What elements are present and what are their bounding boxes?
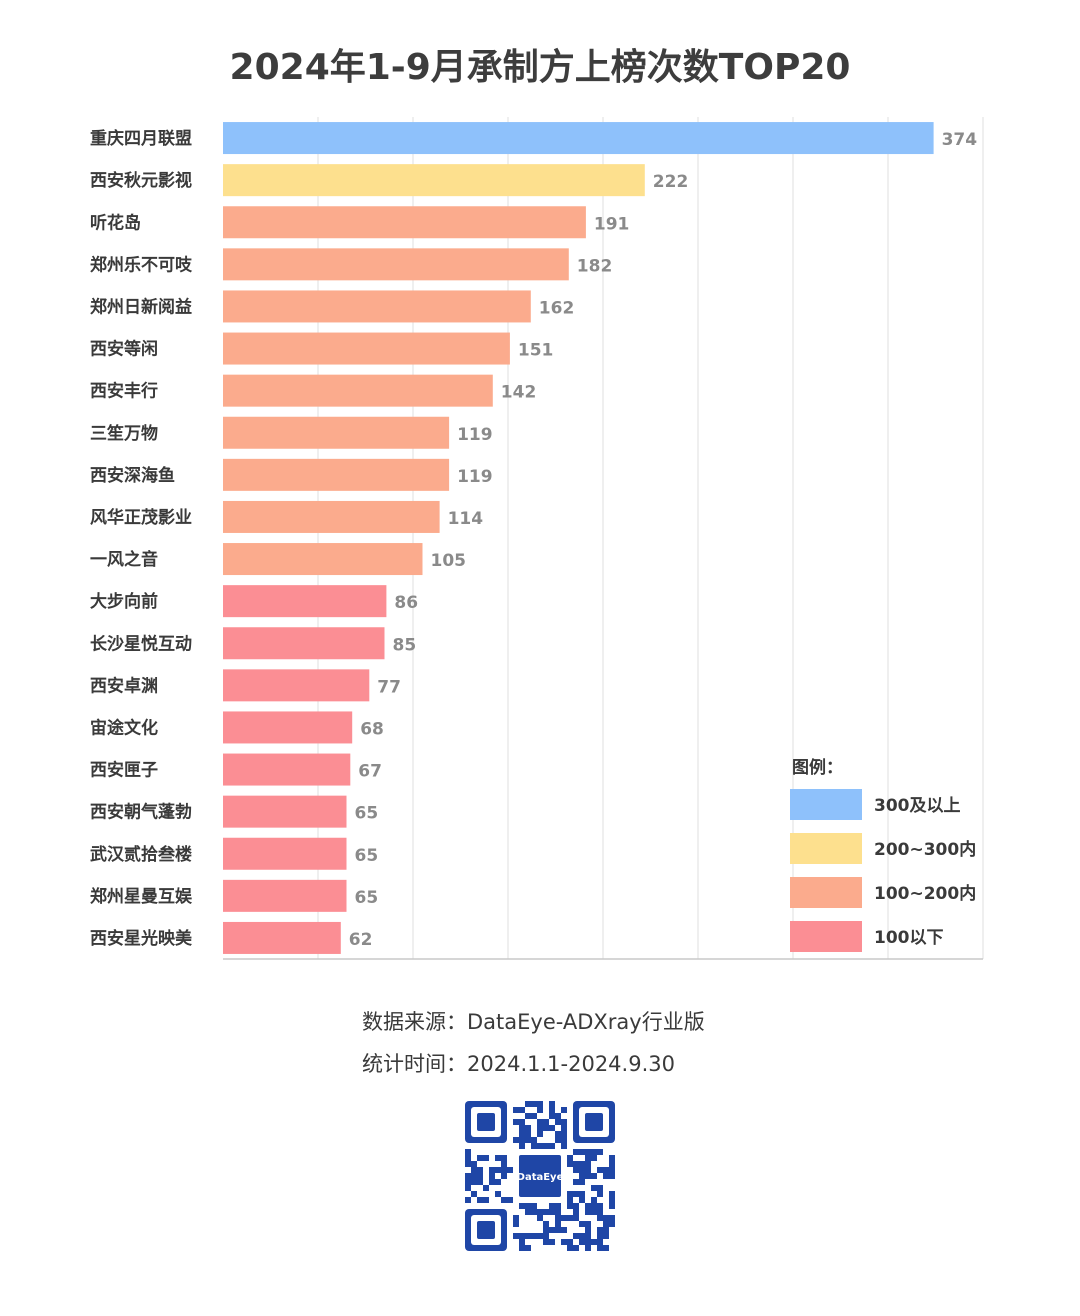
value-labels: 374 222 191 182 162 151 142 119 119 114 105 86 85 77 6… (349, 130, 977, 950)
bar (223, 837, 347, 870)
legend-swatch (790, 833, 862, 864)
bar (223, 585, 387, 618)
legend: 图例： 300及以上 200~300内 100~200内 100以下 (790, 757, 976, 952)
value-label: 65 (355, 804, 379, 824)
bar (223, 122, 934, 155)
legend-label: 300及以上 (874, 796, 961, 816)
legend-swatch (790, 877, 862, 908)
bar (223, 290, 531, 323)
legend-swatch (790, 789, 862, 820)
value-label: 222 (653, 172, 689, 192)
bar (223, 795, 347, 828)
category-label: 郑州日新阅益 (90, 296, 192, 317)
category-label: 西安秋元影视 (90, 170, 192, 191)
value-label: 374 (942, 130, 978, 150)
value-label: 86 (394, 593, 418, 613)
category-label: 西安等闲 (90, 339, 158, 360)
category-label: 西安丰行 (90, 381, 158, 402)
category-label: 西安卓渊 (90, 675, 158, 696)
value-label: 114 (448, 509, 484, 529)
category-label: 大步向前 (90, 591, 158, 612)
data-source-text: 数据来源：DataEye-ADXray行业版 (362, 1010, 705, 1034)
value-label: 142 (501, 383, 537, 403)
category-label: 长沙星悦互动 (90, 633, 192, 654)
value-label: 105 (431, 551, 467, 571)
date-range-text: 统计时间：2024.1.1-2024.9.30 (362, 1052, 675, 1076)
legend-label: 100以下 (874, 928, 944, 948)
value-label: 62 (349, 930, 373, 950)
category-label: 听花岛 (90, 212, 141, 233)
bar (223, 374, 493, 407)
bar (223, 500, 440, 533)
legend-label: 100~200内 (874, 883, 976, 904)
bar (223, 669, 370, 702)
grid-lines (317, 117, 984, 959)
bar (223, 164, 645, 197)
bar (223, 921, 341, 954)
value-label: 119 (457, 467, 493, 487)
qr-code: DataEye (462, 1098, 618, 1254)
category-labels: 重庆四月联盟西安秋元影视听花岛郑州乐不可吱郑州日新阅益西安等闲西安丰行三笙万物西… (90, 128, 193, 949)
bar (223, 753, 351, 786)
category-label: 武汉贰拾叁楼 (90, 844, 192, 865)
bar (223, 458, 450, 491)
category-label: 重庆四月联盟 (90, 128, 192, 149)
category-label: 风华正茂影业 (90, 507, 192, 528)
category-label: 郑州乐不可吱 (90, 254, 193, 275)
value-label: 119 (457, 425, 493, 445)
value-label: 65 (355, 888, 379, 908)
category-label: 一风之音 (90, 549, 158, 570)
bar (223, 248, 569, 281)
bar (223, 416, 450, 449)
bar (223, 711, 353, 744)
legend-label: 200~300内 (874, 839, 976, 860)
legend-swatch (790, 921, 862, 952)
bars (223, 122, 934, 954)
value-label: 182 (577, 256, 613, 276)
bar (223, 879, 347, 912)
bar (223, 627, 385, 660)
bar (223, 543, 423, 576)
value-label: 65 (355, 846, 379, 866)
bar (223, 332, 510, 365)
category-label: 西安朝气蓬勃 (90, 802, 192, 823)
value-label: 77 (377, 677, 401, 697)
category-label: 西安匣子 (90, 760, 158, 781)
category-label: 宙途文化 (90, 717, 158, 738)
bar-chart: 重庆四月联盟西安秋元影视听花岛郑州乐不可吱郑州日新阅益西安等闲西安丰行三笙万物西… (90, 117, 984, 960)
legend-title: 图例： (792, 757, 843, 778)
value-label: 68 (360, 719, 384, 739)
value-label: 67 (358, 762, 382, 782)
value-label: 151 (518, 341, 554, 361)
value-label: 85 (393, 635, 417, 655)
value-label: 162 (539, 298, 575, 318)
category-label: 西安星光映美 (90, 928, 193, 949)
bar (223, 206, 586, 239)
category-label: 郑州星曼互娱 (90, 886, 193, 907)
value-label: 191 (594, 214, 630, 234)
qr-brand-label: DataEye (517, 1172, 564, 1183)
chart-title: 2024年1-9月承制方上榜次数TOP20 (229, 47, 851, 88)
category-label: 三笙万物 (90, 423, 158, 444)
category-label: 西安深海鱼 (90, 465, 175, 486)
